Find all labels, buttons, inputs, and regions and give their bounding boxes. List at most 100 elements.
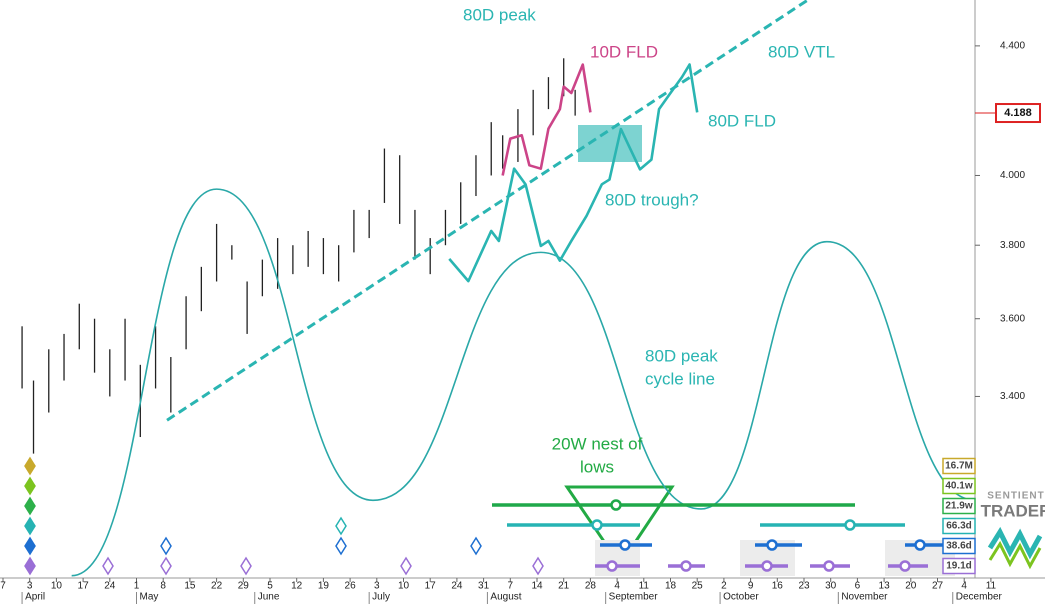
fld-line bbox=[501, 63, 592, 176]
cycle-label: 40.1w bbox=[945, 481, 972, 492]
x-tick-label: 12 bbox=[291, 581, 303, 592]
projection-point bbox=[914, 539, 926, 551]
cycle-label: 21.9w bbox=[945, 501, 972, 512]
cycle-box bbox=[942, 457, 976, 475]
trough-marker bbox=[24, 476, 36, 496]
annotation: 80D peak bbox=[645, 346, 718, 365]
x-tick-label: 7 bbox=[0, 581, 6, 592]
projection-point bbox=[766, 539, 778, 551]
annotation: cycle line bbox=[645, 369, 715, 388]
month-label: December bbox=[956, 592, 1003, 603]
month-label: July bbox=[372, 592, 390, 603]
x-tick-label: 10 bbox=[51, 581, 63, 592]
cycle-box bbox=[942, 497, 976, 515]
x-tick-label: 6 bbox=[855, 581, 861, 592]
annotation: lows bbox=[580, 457, 614, 476]
x-tick-label: 20 bbox=[905, 581, 917, 592]
logo-top: SENTIENT bbox=[987, 491, 1044, 502]
x-tick-label: 9 bbox=[748, 581, 754, 592]
projection-point bbox=[610, 499, 622, 511]
last-price-box bbox=[995, 103, 1041, 124]
month-label: August bbox=[490, 592, 521, 603]
projection-point bbox=[680, 560, 692, 572]
trend-line bbox=[166, 0, 809, 422]
x-tick-label: 1 bbox=[134, 581, 140, 592]
projection-point bbox=[899, 560, 911, 572]
y-tick-label: 3.400 bbox=[1000, 391, 1025, 402]
cycle-label: 38.6d bbox=[946, 541, 972, 552]
y-tick-label: 4.000 bbox=[1000, 170, 1025, 181]
y-tick-label: 3.600 bbox=[1000, 313, 1025, 324]
trough-marker bbox=[24, 536, 36, 556]
trough-marker bbox=[335, 516, 347, 536]
x-tick-label: 26 bbox=[345, 581, 357, 592]
x-tick-label: 24 bbox=[104, 581, 116, 592]
x-tick-label: 5 bbox=[267, 581, 273, 592]
annotation: 80D VTL bbox=[768, 42, 835, 61]
x-tick-label: 30 bbox=[825, 581, 837, 592]
x-tick-label: 2 bbox=[721, 581, 727, 592]
x-tick-label: 3 bbox=[374, 581, 380, 592]
x-tick-label: 19 bbox=[318, 581, 330, 592]
x-tick-label: 27 bbox=[932, 581, 944, 592]
cycle-label: 19.1d bbox=[946, 561, 972, 572]
last-price-label: 4.188 bbox=[1004, 107, 1032, 119]
x-tick-label: 28 bbox=[585, 581, 597, 592]
x-tick-label: 8 bbox=[160, 581, 166, 592]
trough-marker bbox=[24, 516, 36, 536]
projection-point bbox=[844, 519, 856, 531]
trough-marker bbox=[24, 456, 36, 476]
y-tick-label: 4.400 bbox=[1000, 41, 1025, 52]
trough-marker bbox=[335, 536, 347, 556]
x-tick-label: 14 bbox=[531, 581, 543, 592]
x-tick-label: 11 bbox=[639, 581, 650, 592]
x-tick-label: 4 bbox=[961, 581, 967, 592]
x-tick-label: 7 bbox=[508, 581, 514, 592]
x-tick-label: 18 bbox=[665, 581, 677, 592]
x-tick-label: 3 bbox=[27, 581, 33, 592]
logo-mark bbox=[987, 526, 1043, 560]
month-label: November bbox=[841, 592, 888, 603]
x-tick-label: 29 bbox=[238, 581, 250, 592]
projection-point bbox=[823, 560, 835, 572]
trough-marker bbox=[160, 556, 172, 576]
trough-marker bbox=[532, 556, 544, 576]
logo-bottom: TRADER bbox=[981, 501, 1045, 520]
trough-marker bbox=[160, 536, 172, 556]
y-tick-label: 3.800 bbox=[1000, 240, 1025, 251]
cycle-label: 66.3d bbox=[946, 521, 972, 532]
annotation: 80D trough? bbox=[605, 190, 699, 209]
trough-marker bbox=[400, 556, 412, 576]
trough-zone bbox=[578, 125, 642, 162]
x-tick-label: 24 bbox=[451, 581, 463, 592]
fld-line bbox=[448, 63, 699, 283]
x-tick-label: 17 bbox=[425, 581, 437, 592]
x-tick-label: 25 bbox=[692, 581, 704, 592]
trough-marker bbox=[24, 556, 36, 576]
trough-marker bbox=[102, 556, 114, 576]
month-label: October bbox=[723, 592, 759, 603]
cycle-label: 16.7M bbox=[945, 461, 973, 472]
cycle-box bbox=[942, 517, 976, 535]
cycle-box bbox=[942, 557, 976, 575]
annotation: 10D FLD bbox=[590, 42, 658, 61]
projection-point bbox=[619, 539, 631, 551]
x-tick-label: 31 bbox=[478, 581, 490, 592]
cycle-box bbox=[942, 477, 976, 495]
trough-marker bbox=[24, 496, 36, 516]
month-label: April bbox=[25, 592, 45, 603]
x-tick-label: 11 bbox=[986, 581, 997, 592]
month-label: May bbox=[140, 592, 159, 603]
x-tick-label: 22 bbox=[211, 581, 223, 592]
logo-mark bbox=[988, 540, 1042, 570]
cycle-box bbox=[942, 537, 976, 555]
x-tick-label: 16 bbox=[772, 581, 784, 592]
x-tick-label: 23 bbox=[798, 581, 810, 592]
cycle-line bbox=[71, 188, 975, 577]
projection-point bbox=[591, 519, 603, 531]
projection-point bbox=[606, 560, 618, 572]
trough-marker bbox=[240, 556, 252, 576]
